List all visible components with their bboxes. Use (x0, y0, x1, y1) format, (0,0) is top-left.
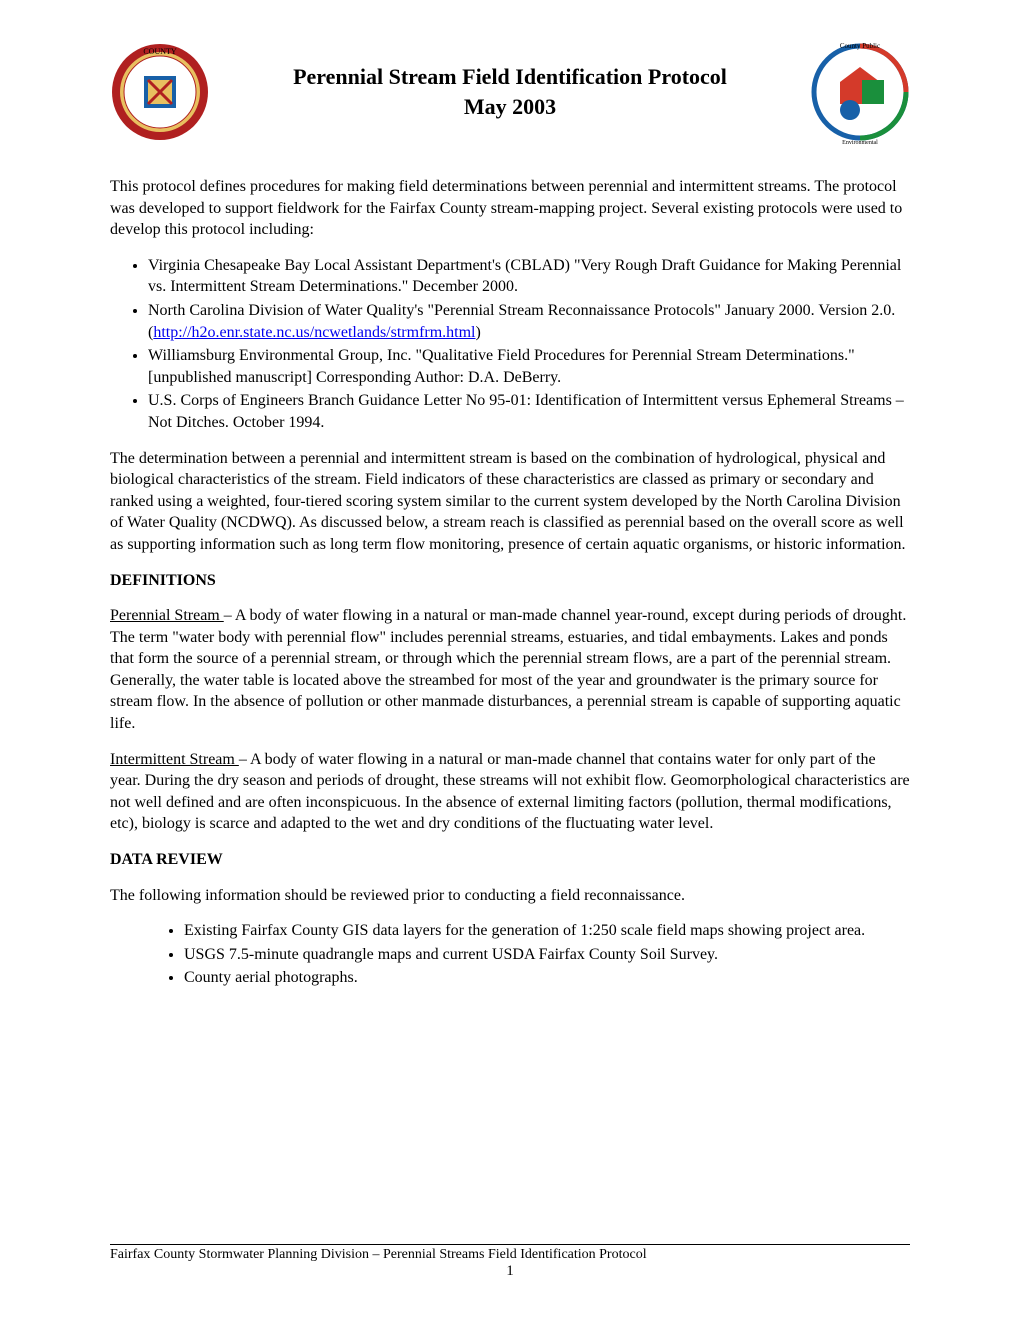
intermittent-term: Intermittent Stream (110, 751, 239, 768)
reference-suffix: ) (476, 324, 481, 341)
page: COUNTY Perennial Stream Field Identifica… (0, 0, 1020, 1320)
title-line-1: Perennial Stream Field Identification Pr… (220, 62, 800, 92)
reference-item: U.S. Corps of Engineers Branch Guidance … (148, 390, 910, 433)
list-item: County aerial photographs. (184, 967, 910, 989)
page-footer: Fairfax County Stormwater Planning Divis… (110, 1244, 910, 1280)
data-review-intro: The following information should be revi… (110, 885, 910, 907)
intermittent-definition: Intermittent Stream – A body of water fl… (110, 749, 910, 835)
perennial-term: Perennial Stream (110, 607, 224, 624)
data-item-text: County aerial photographs. (184, 969, 358, 986)
reference-item: North Carolina Division of Water Quality… (148, 300, 910, 343)
header-row: COUNTY Perennial Stream Field Identifica… (110, 32, 910, 152)
page-number: 1 (110, 1263, 910, 1280)
reference-text: Williamsburg Environmental Group, Inc. "… (148, 347, 855, 386)
reference-link[interactable]: http://h2o.enr.state.nc.us/ncwetlands/st… (153, 324, 475, 341)
list-item: USGS 7.5-minute quadrangle maps and curr… (184, 944, 910, 966)
reference-item: Williamsburg Environmental Group, Inc. "… (148, 345, 910, 388)
data-review-heading: DATA REVIEW (110, 849, 910, 871)
public-works-seal-right-icon: County Public Environmental (810, 32, 910, 152)
perennial-definition: Perennial Stream – A body of water flowi… (110, 605, 910, 735)
data-review-list: Existing Fairfax County GIS data layers … (110, 920, 910, 989)
intro-paragraph: This protocol defines procedures for mak… (110, 176, 910, 241)
data-item-text: USGS 7.5-minute quadrangle maps and curr… (184, 946, 718, 963)
svg-text:COUNTY: COUNTY (143, 47, 177, 56)
reference-item: Virginia Chesapeake Bay Local Assistant … (148, 255, 910, 298)
county-seal-left-icon: COUNTY (110, 32, 210, 152)
reference-text: U.S. Corps of Engineers Branch Guidance … (148, 392, 904, 431)
data-item-text: Existing Fairfax County GIS data layers … (184, 922, 865, 939)
title-block: Perennial Stream Field Identification Pr… (210, 62, 810, 121)
footer-text: Fairfax County Stormwater Planning Divis… (110, 1247, 910, 1263)
overview-paragraph: The determination between a perennial an… (110, 448, 910, 556)
title-line-2: May 2003 (220, 92, 800, 122)
footer-divider (110, 1244, 910, 1245)
reference-text: Virginia Chesapeake Bay Local Assistant … (148, 257, 901, 296)
svg-text:Environmental: Environmental (842, 140, 878, 146)
references-list: Virginia Chesapeake Bay Local Assistant … (110, 255, 910, 434)
definitions-heading: DEFINITIONS (110, 570, 910, 592)
list-item: Existing Fairfax County GIS data layers … (184, 920, 910, 942)
perennial-body: – A body of water flowing in a natural o… (110, 607, 906, 732)
svg-text:County Public: County Public (840, 42, 880, 50)
